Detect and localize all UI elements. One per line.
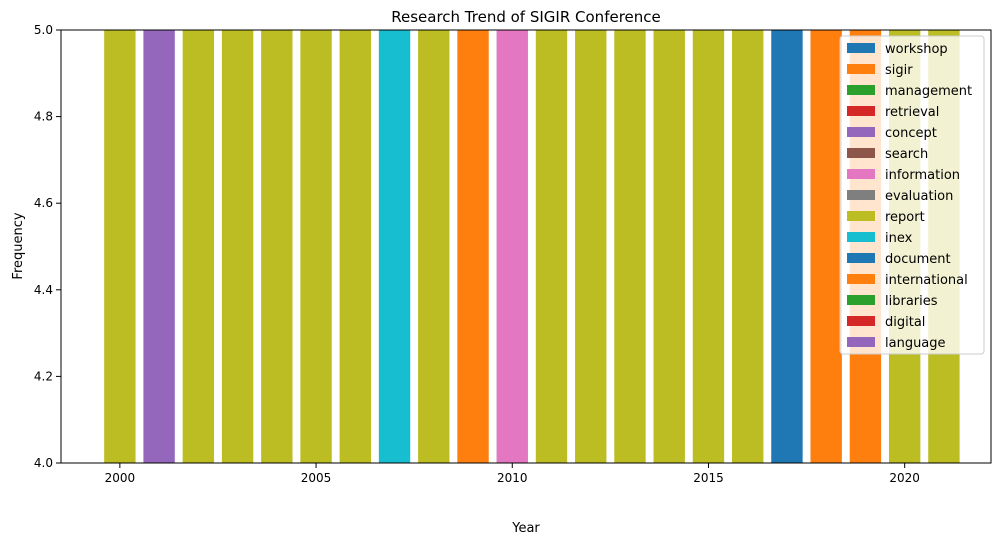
x-tick-label-2005: 2005 [301,471,332,485]
chart-title: Research Trend of SIGIR Conference [391,8,661,26]
x-tick-label-2010: 2010 [497,471,528,485]
bar-2004 [261,30,293,463]
legend-label-sigir: sigir [885,63,913,78]
legend-label-document: document [885,252,951,267]
bars-layer [104,30,960,463]
legend-label-international: international [885,273,968,288]
legend-swatch-sigir [847,64,875,74]
legend-label-evaluation: evaluation [885,189,953,204]
axes-layer [60,29,992,464]
legend-label-management: management [885,84,972,99]
legend-label-inex: inex [885,231,913,246]
y-tick-label: 4.0 [34,456,53,470]
bar-2013 [614,30,646,463]
legend-swatch-language [847,337,875,347]
x-tick-label-2000: 2000 [105,471,136,485]
legend-frame [839,35,985,355]
legend-swatch-search [847,148,875,158]
x-tick-label-2020: 2020 [889,471,920,485]
bar-2003 [221,30,254,463]
legend-label-language: language [885,336,946,351]
bar-2018 [810,30,842,463]
legend-swatch-inex [847,232,875,242]
plot-frame [60,29,992,464]
legend-swatch-libraries [847,295,875,305]
bar-2012 [575,30,607,463]
bar-2010 [496,30,528,463]
y-tick-label: 4.8 [34,110,53,124]
legend: workshop sigir management retrieval concept s… [839,35,985,355]
bar-2016 [732,30,764,463]
y-axis-label: Frequency [11,212,26,279]
x-tick-label-2015: 2015 [693,471,724,485]
bar-2009 [457,30,489,463]
x-axis-label: Year [511,521,540,536]
legend-swatch-digital [847,316,875,326]
legend-swatch-information [847,169,875,179]
bar-2008 [418,30,450,463]
legend-label-information: information [885,168,960,183]
y-ticks: 4.0 4.2 4.4 4.6 4.8 5.0 [34,23,61,470]
bar-2015 [692,30,725,463]
bar-2014 [653,30,685,463]
bar-2017 [771,30,803,463]
legend-swatch-international [847,274,875,284]
bar-2002 [182,30,215,463]
legend-swatch-report [847,211,875,221]
bar-2006 [339,30,371,463]
y-tick-label: 4.6 [34,196,53,210]
y-tick-label: 4.4 [34,283,53,297]
bar-2001 [143,30,175,463]
legend-label-concept: concept [885,126,937,141]
legend-label-workshop: workshop [885,42,948,57]
legend-label-search: search [885,147,928,162]
legend-label-digital: digital [885,315,925,330]
y-tick-label: 4.2 [34,369,53,383]
legend-swatch-workshop [847,43,875,53]
legend-swatch-concept [847,127,875,137]
legend-swatch-retrieval [847,106,875,116]
legend-label-report: report [885,210,925,225]
y-tick-label: 5.0 [34,23,53,37]
legend-label-libraries: libraries [885,294,938,309]
legend-label-retrieval: retrieval [885,105,939,120]
legend-swatch-evaluation [847,190,875,200]
bar-2000 [104,30,136,463]
bar-2007 [378,30,411,463]
bar-2005 [300,30,332,463]
bar-2011 [535,30,568,463]
legend-swatch-management [847,85,875,95]
x-ticks: 2000 2005 2010 2015 2020 [105,463,920,485]
legend-swatch-document [847,253,875,263]
